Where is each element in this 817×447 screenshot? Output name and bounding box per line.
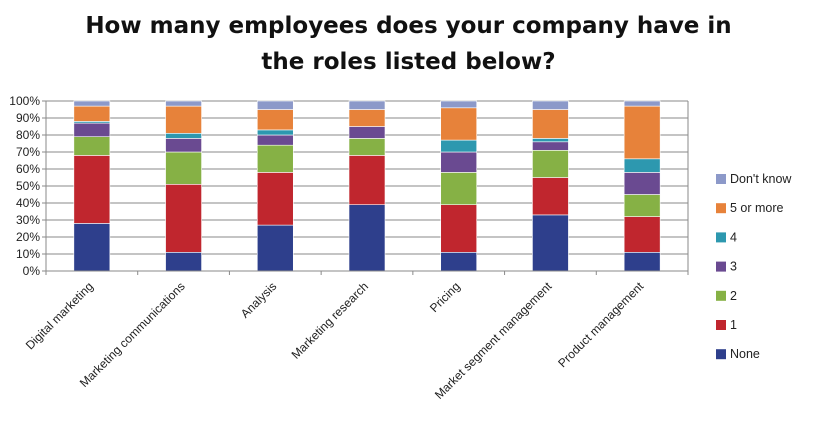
- bar-segment: [532, 214, 569, 272]
- bar-segment: [256, 109, 294, 131]
- bar-segment: [440, 107, 478, 141]
- bar-segment: [532, 109, 569, 139]
- chart-title-line-1: How many employees does your company hav…: [85, 13, 732, 39]
- y-tick-label: 60%: [16, 162, 40, 176]
- bar-segment: [165, 184, 202, 253]
- x-tick-label: Pricing: [427, 279, 463, 315]
- bar-segment: [623, 100, 661, 107]
- bar-segment: [73, 100, 111, 107]
- bar-segment: [348, 138, 386, 156]
- bar-segment: [440, 139, 478, 153]
- bar-segment: [623, 216, 661, 253]
- y-tick-label: 70%: [16, 145, 40, 159]
- y-tick-label: 20%: [16, 230, 40, 244]
- bar-segment: [532, 138, 569, 143]
- legend-swatch: [716, 349, 726, 360]
- bar-segment: [256, 224, 294, 272]
- bar-segment: [165, 105, 202, 134]
- bar-segment: [256, 144, 294, 173]
- bar-segment: [440, 252, 478, 272]
- x-tick-label: Marketing research: [289, 279, 372, 362]
- bar-segment: [256, 134, 294, 146]
- bar-segment: [623, 105, 661, 160]
- bar-segment: [532, 141, 569, 151]
- x-tick-label: Digital marketing: [23, 279, 96, 352]
- y-tick-label: 80%: [16, 128, 40, 142]
- bars: [73, 100, 661, 272]
- chart-title: How many employees does your company hav…: [0, 8, 817, 80]
- bar-segment: [623, 194, 661, 217]
- y-tick-label: 40%: [16, 196, 40, 210]
- bar-segment: [348, 109, 386, 127]
- bar-segment: [348, 204, 386, 272]
- legend-swatch: [716, 320, 726, 330]
- bar-segment: [348, 126, 386, 139]
- bar-segment: [256, 172, 294, 226]
- legend-label: 5 or more: [730, 201, 784, 215]
- legend-swatch: [716, 261, 726, 272]
- y-tick-label: 100%: [9, 94, 40, 108]
- legend-label: 2: [730, 289, 737, 303]
- bar-segment: [73, 155, 111, 224]
- y-tick-label: 90%: [16, 111, 40, 125]
- legend-swatch: [716, 203, 726, 214]
- y-tick-label: 10%: [16, 247, 40, 261]
- bar-segment: [73, 223, 111, 272]
- bar-segment: [532, 150, 569, 178]
- bar-segment: [348, 155, 386, 205]
- bar-segment: [256, 100, 294, 110]
- bar-segment: [440, 151, 478, 173]
- x-tick-label: Marketing communications: [77, 279, 188, 390]
- y-tick-label: 30%: [16, 213, 40, 227]
- bar-segment: [623, 172, 661, 195]
- y-tick-label: 50%: [16, 179, 40, 193]
- x-tick-label: Analysis: [238, 279, 279, 320]
- legend: Don't know 5 or more 4 3 2 1 None: [716, 172, 792, 361]
- chart-title-line-2: the roles listed below?: [261, 49, 556, 75]
- bar-segment: [440, 204, 478, 253]
- bar-segment: [256, 129, 294, 136]
- legend-swatch: [716, 290, 726, 301]
- bar-segment: [440, 172, 478, 205]
- bar-segment: [623, 158, 661, 173]
- bar-segment: [165, 138, 202, 153]
- legend-swatch: [716, 232, 726, 243]
- bar-segment: [440, 100, 478, 109]
- legend-swatch: [716, 174, 726, 184]
- legend-label: 1: [730, 318, 737, 332]
- bar-segment: [165, 100, 202, 107]
- bar-segment: [532, 100, 569, 110]
- legend-label: 4: [730, 230, 737, 244]
- bar-segment: [165, 133, 202, 139]
- legend-label: Don't know: [730, 172, 792, 186]
- y-tick-label: 0%: [23, 264, 41, 278]
- bar-segment: [165, 151, 202, 185]
- bar-segment: [73, 136, 111, 156]
- bar-segment: [348, 100, 386, 110]
- bar-segment: [73, 105, 111, 122]
- axes: 0% 10% 20% 30% 40% 50% 60% 70% 80% 90% 100% Digital…: [9, 94, 689, 402]
- legend-label: None: [730, 347, 760, 361]
- legend-label: 3: [730, 260, 737, 274]
- bar-segment: [623, 252, 661, 272]
- bar-segment: [73, 122, 111, 137]
- bar-segment: [165, 252, 202, 272]
- bar-segment: [532, 177, 569, 216]
- x-tick-label: Product management: [555, 279, 646, 370]
